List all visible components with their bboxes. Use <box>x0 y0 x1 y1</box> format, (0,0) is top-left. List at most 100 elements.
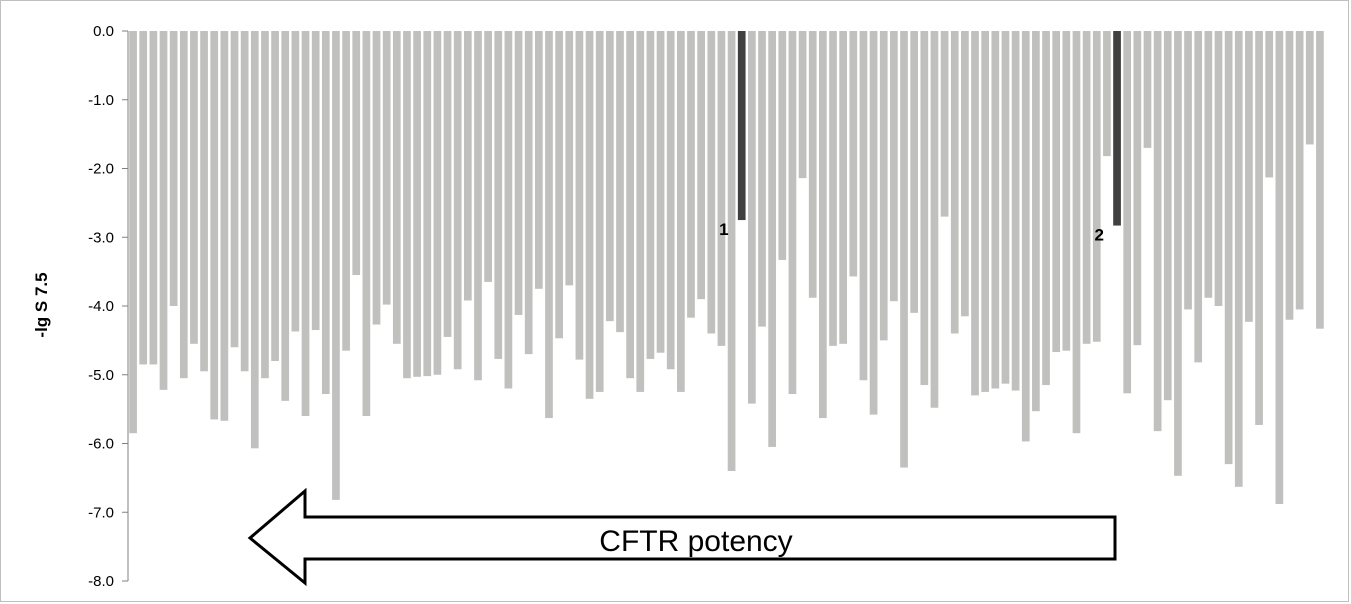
bar <box>1163 31 1172 401</box>
bar <box>1092 31 1101 342</box>
highlighted-bar-2 <box>1113 31 1121 226</box>
bar <box>565 31 574 286</box>
bar <box>910 31 919 313</box>
bar <box>920 31 929 386</box>
bar <box>839 31 848 344</box>
bar <box>139 31 148 365</box>
bar <box>575 31 584 360</box>
y-tick-label: -1.0 <box>88 92 114 109</box>
bar <box>210 31 219 420</box>
bar <box>200 31 208 372</box>
bar <box>1052 31 1061 353</box>
bar <box>494 31 503 359</box>
cftr-potency-arrow: CFTR potency <box>247 487 1117 587</box>
arrow-label: CFTR potency <box>599 525 792 558</box>
bar <box>392 31 401 344</box>
bar <box>129 31 137 434</box>
bar <box>1021 31 1030 442</box>
bar <box>940 31 949 217</box>
bar <box>453 31 462 370</box>
bar <box>1143 31 1152 148</box>
bar <box>1174 31 1182 476</box>
bar <box>362 31 371 416</box>
bar <box>829 31 837 346</box>
bar <box>677 31 685 392</box>
bar <box>1153 31 1162 432</box>
y-tick-label: -6.0 <box>88 436 114 453</box>
arrow-shape <box>247 487 1117 587</box>
bar <box>971 31 979 396</box>
bar <box>382 31 391 305</box>
bar <box>504 31 513 389</box>
bar <box>646 31 655 359</box>
y-ticks: 0.0 -1.0 -2.0 -3.0 -4.0 -5.0 -6.0 -7.0 -8.0 <box>88 23 128 590</box>
y-tick-label: -2.0 <box>88 161 114 178</box>
bar <box>1265 31 1274 178</box>
bar <box>778 31 787 260</box>
bar <box>1133 31 1142 346</box>
bar <box>545 31 553 419</box>
bar <box>352 31 361 276</box>
bar <box>687 31 695 318</box>
bar <box>1011 31 1020 391</box>
bar <box>311 31 320 331</box>
bar <box>697 31 705 300</box>
bar <box>1103 31 1111 157</box>
bar <box>1275 31 1284 504</box>
bar <box>240 31 249 372</box>
bar <box>717 31 726 346</box>
bar <box>261 31 269 379</box>
bar <box>879 31 888 341</box>
bar <box>707 31 716 334</box>
bar <box>1204 31 1213 298</box>
y-tick-label: -3.0 <box>88 229 114 246</box>
bar <box>1295 31 1304 310</box>
bar <box>961 31 969 317</box>
bar <box>423 31 432 377</box>
bar <box>950 31 959 334</box>
bar <box>1285 31 1294 320</box>
bar <box>271 31 279 361</box>
bar <box>524 31 533 355</box>
bar <box>159 31 168 390</box>
y-tick-label: -7.0 <box>88 504 114 521</box>
bar <box>859 31 868 381</box>
bar <box>991 31 1000 389</box>
bar <box>616 31 624 333</box>
bar <box>433 31 442 375</box>
bar <box>413 31 421 377</box>
bar <box>666 31 675 370</box>
bar <box>758 31 766 327</box>
bar <box>748 31 756 404</box>
bar <box>403 31 411 379</box>
bar <box>1072 31 1081 434</box>
bar <box>220 31 229 421</box>
bar <box>474 31 482 381</box>
bar <box>1224 31 1233 465</box>
bar-marker-label-1: 1 <box>719 220 728 239</box>
bar <box>372 31 381 325</box>
bar <box>595 31 604 392</box>
bar <box>1305 31 1314 145</box>
bar <box>342 31 350 351</box>
bar <box>332 31 340 500</box>
bar <box>1194 31 1203 363</box>
bar <box>819 31 827 419</box>
bar <box>169 31 178 306</box>
y-tick-label: -5.0 <box>88 367 114 384</box>
bar <box>981 31 990 392</box>
bar <box>626 31 634 379</box>
bar <box>190 31 198 344</box>
bar <box>1316 31 1324 329</box>
bar <box>808 31 817 298</box>
bar <box>1255 31 1263 425</box>
bars-group <box>129 31 1324 504</box>
bar <box>1082 31 1091 344</box>
bar <box>900 31 908 468</box>
bar <box>443 31 452 337</box>
bar <box>869 31 878 415</box>
bar <box>250 31 259 449</box>
bar <box>1214 31 1223 306</box>
